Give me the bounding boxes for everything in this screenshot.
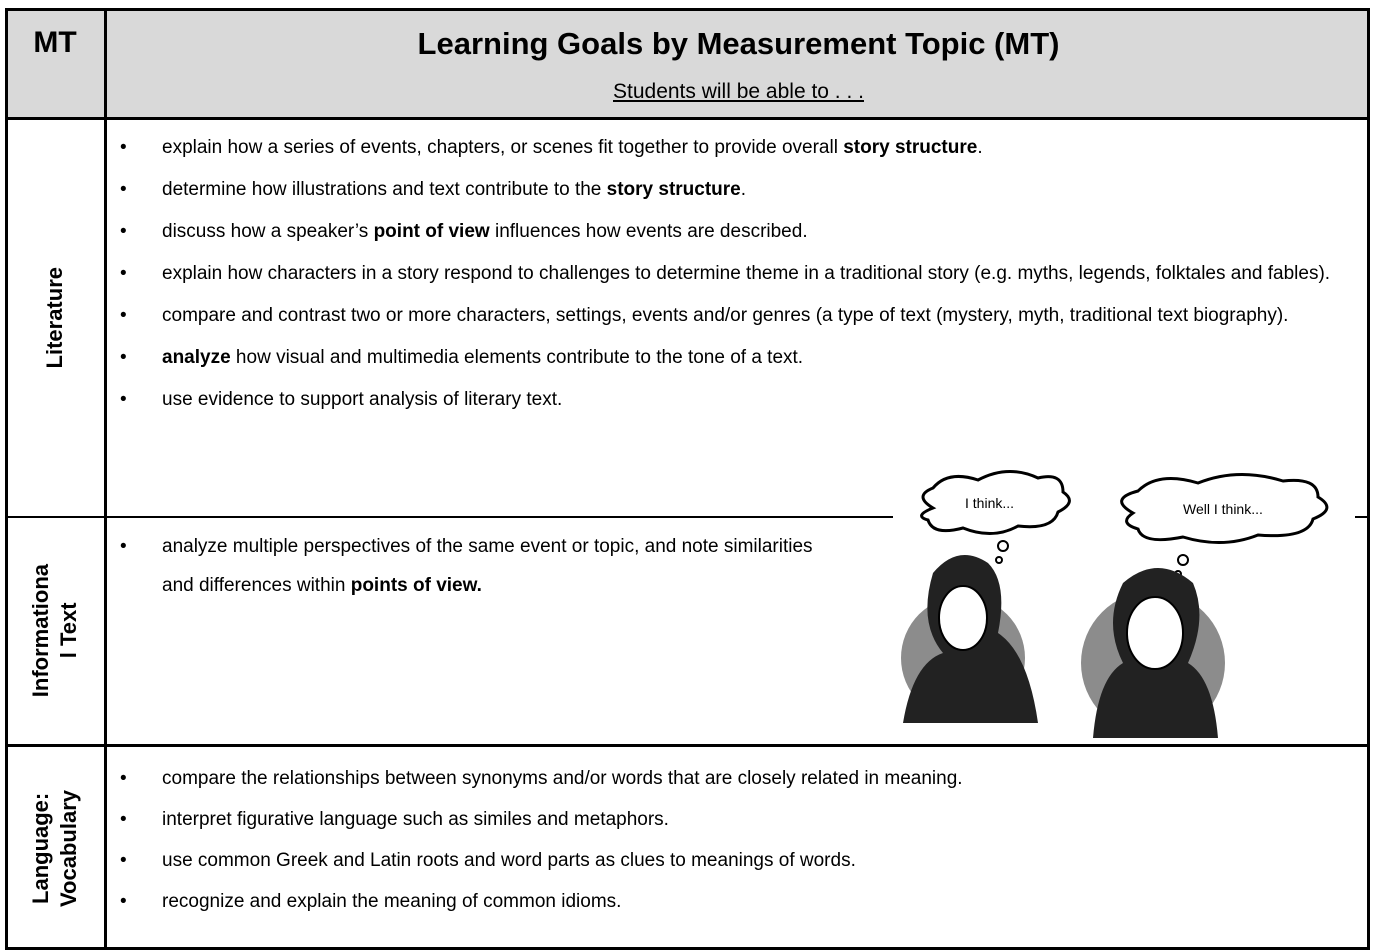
bullet: • (120, 809, 127, 830)
topic-text: Vocabulary (56, 790, 81, 907)
goal: • use evidence to support analysis of lit… (120, 379, 1360, 421)
row-divider (5, 117, 1370, 120)
goal-text: story structure (606, 179, 741, 200)
goal-text: discuss how a speaker’s (162, 221, 374, 242)
title: Learning Goals by Measurement Topic (MT) (417, 26, 1060, 61)
bullet: • (120, 221, 127, 242)
row-divider (5, 744, 1370, 747)
topic-cell: Literature (5, 120, 105, 516)
topic-text: l Text (56, 603, 81, 659)
goal: • analyze how visual and multimedia eleme… (120, 337, 1360, 379)
topic-label: Informationa l Text (27, 564, 83, 697)
goal-text: explain how a series of events, chapters… (162, 137, 844, 158)
goal: • compare and contrast two or more charac… (120, 295, 1360, 337)
goal-text: interpret figurative language such as si… (162, 809, 669, 830)
bullet: • (120, 891, 127, 912)
column-divider (104, 8, 107, 950)
table-border (5, 8, 1370, 950)
topic-label: Language: Vocabulary (27, 790, 83, 907)
goal-text: explain how characters in a story respon… (162, 263, 1331, 284)
goal-text: compare and contrast two or more charact… (162, 305, 1289, 326)
bubble-dot (997, 540, 1009, 552)
topic-text: Language: (28, 792, 53, 905)
bullet: • (120, 768, 127, 789)
illustration: I think... Well I think... (893, 468, 1355, 743)
portrait-face (1126, 596, 1184, 670)
goal-text: compare the relationships between synony… (162, 768, 963, 789)
bullet: • (120, 179, 127, 200)
goal: • explain how a series of events, chapter… (120, 127, 1360, 169)
goal: • interpret figurative language such as s… (120, 799, 1360, 840)
goal-text: use common Greek and Latin roots and wor… (162, 850, 856, 871)
thought-bubble (1120, 473, 1329, 545)
goal-text: analyze (162, 347, 231, 368)
topic-cell: Informationa l Text (5, 518, 105, 744)
bullet: • (120, 850, 127, 871)
bubble-dot (995, 556, 1003, 564)
goal: • analyze multiple perspectives of the sa… (120, 527, 840, 605)
goal-text: how visual and multimedia elements contr… (230, 347, 804, 368)
thought-bubble (920, 469, 1071, 535)
topic-label: Literature (41, 267, 69, 368)
goal-text: determine how illustrations and text con… (162, 179, 607, 200)
goal-text: story structure (843, 137, 978, 158)
bullet: • (120, 536, 127, 557)
bubble-dot (1177, 554, 1189, 566)
bullet: • (120, 263, 127, 284)
portrait-face (938, 585, 988, 651)
subtitle: Students will be able to . . . (613, 80, 864, 103)
goal-list: • compare the relationships between synon… (120, 758, 1360, 922)
goal-text: points of view. (350, 575, 482, 596)
goal-text: analyze multiple perspectives of the sam… (162, 536, 813, 596)
goal: • determine how illustrations and text co… (120, 169, 1360, 211)
goal-text: point of view (373, 221, 490, 242)
bubble-text: I think... (965, 495, 1014, 511)
goal-list: • explain how a series of events, chapter… (120, 127, 1360, 421)
goal: • explain how characters in a story respo… (120, 253, 1360, 295)
goal-text: . (977, 137, 983, 158)
bullet: • (120, 347, 127, 368)
goal: • recognize and explain the meaning of co… (120, 881, 1360, 922)
goal: • compare the relationships between synon… (120, 758, 1360, 799)
row-divider (5, 516, 1370, 518)
bullet: • (120, 305, 127, 326)
goal: • use common Greek and Latin roots and wo… (120, 840, 1360, 881)
bullet: • (120, 389, 127, 410)
goal-list: • analyze multiple perspectives of the sa… (120, 527, 840, 605)
goal-text: . (740, 179, 747, 200)
topic-cell: Language: Vocabulary (5, 747, 105, 950)
topic-text: Literature (42, 267, 67, 369)
topic-text: Informationa (28, 564, 53, 698)
bullet: • (120, 137, 127, 158)
goal-text: recognize and explain the meaning of com… (162, 891, 622, 912)
header-bg (5, 8, 1370, 118)
mt-header: MT (33, 26, 77, 59)
bubble-text: Well I think... (1183, 501, 1263, 517)
goal-text: use evidence to support analysis of lite… (162, 389, 563, 410)
goal-text: influences how events are described. (489, 221, 808, 242)
goal: • discuss how a speaker’s point of view i… (120, 211, 1360, 253)
